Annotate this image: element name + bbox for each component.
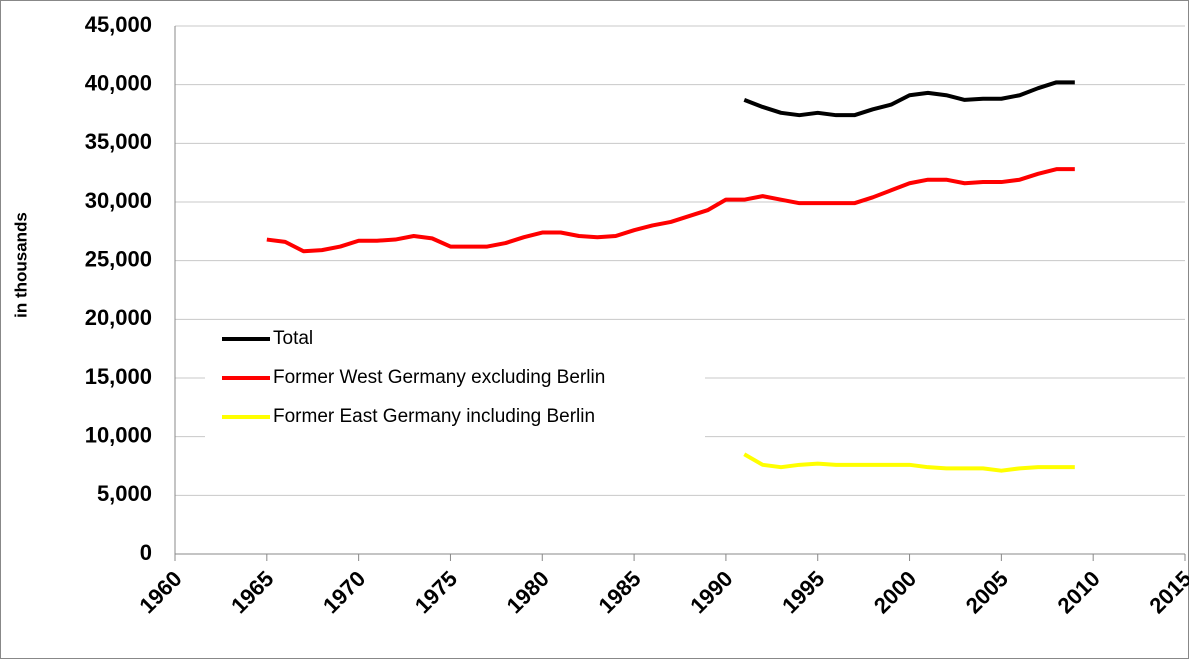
legend-label: Former West Germany excluding Berlin (273, 367, 605, 388)
y-tick-label: 30,000 (85, 188, 152, 213)
series-line (743, 452, 1075, 473)
legend-label: Total (273, 328, 313, 349)
y-tick-label: 10,000 (85, 422, 152, 447)
legend-label: Former East Germany including Berlin (273, 406, 595, 427)
y-tick-label: 25,000 (85, 246, 152, 271)
y-tick-label: 0 (140, 540, 152, 565)
y-tick-label: 40,000 (85, 70, 152, 95)
y-tick-label: 45,000 (85, 12, 152, 37)
legend-box (205, 320, 705, 438)
y-tick-label: 20,000 (85, 305, 152, 330)
legend: Total Former West Germany excluding Berli… (205, 320, 705, 438)
y-axis-label: in thousands (11, 212, 30, 318)
y-tick-label: 15,000 (85, 364, 152, 389)
series-line (743, 80, 1075, 118)
series-line (266, 167, 1075, 254)
y-tick-label: 35,000 (85, 129, 152, 154)
y-tick-label: 5,000 (97, 481, 152, 506)
